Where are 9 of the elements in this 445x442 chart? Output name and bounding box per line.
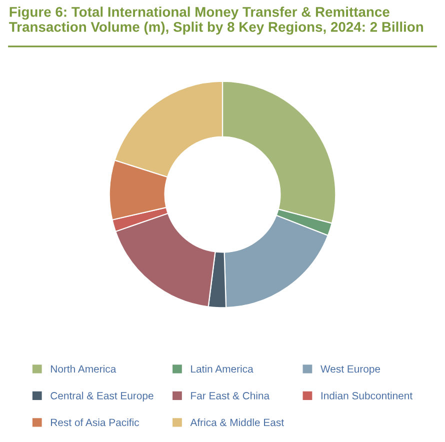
legend-label: Indian Subcontinent: [321, 392, 412, 400]
legend-label: Central & East Europe: [50, 392, 154, 402]
chart-title: Figure 6: Total International Money Transfer & Remittance Transaction Volume (m), Split by 8 Key Regions, 2024: 2 Billion: [9, 6, 424, 35]
legend-label: Latin America: [191, 365, 254, 373]
legend-label: Africa & Middle East: [190, 418, 284, 426]
legend-label: North America: [51, 365, 116, 373]
legend-label: West Europe: [320, 365, 380, 375]
legend-label: Far East & China: [191, 392, 270, 400]
legend-label: Rest of Asia Pacific: [51, 418, 140, 426]
